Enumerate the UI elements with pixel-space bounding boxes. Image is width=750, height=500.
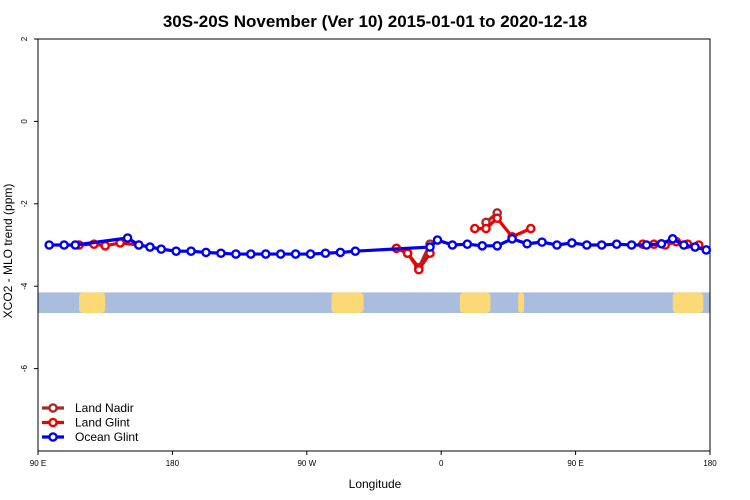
data-point [596, 240, 607, 250]
data-point [59, 240, 69, 250]
legend-item: Ocean Glint [42, 430, 139, 444]
data-point [552, 240, 562, 250]
data-point [156, 244, 166, 254]
land-ocean-band [38, 292, 710, 313]
data-point [492, 213, 503, 224]
legend-marker [48, 403, 58, 413]
data-point [402, 248, 413, 259]
data-point [492, 241, 503, 251]
data-point [690, 242, 700, 252]
land-region [518, 292, 525, 313]
data-point [350, 246, 361, 256]
data-point [216, 248, 226, 259]
data-point [477, 241, 488, 251]
data-point [425, 242, 435, 252]
y-tick-label: -4 [20, 282, 29, 290]
y-tick-label: 2 [20, 36, 29, 41]
legend-item: Land Glint [42, 416, 130, 430]
data-point [70, 240, 81, 250]
y-tick-label: -6 [20, 364, 29, 372]
data-point [145, 242, 155, 252]
data-point [526, 223, 536, 234]
data-point [100, 241, 110, 251]
data-point [507, 234, 517, 244]
data-point [522, 238, 532, 249]
data-point [641, 240, 652, 250]
data-point [171, 246, 181, 256]
data-point [335, 247, 346, 258]
land-region [459, 292, 491, 313]
land-region [79, 292, 106, 313]
legend-label: Land Nadir [75, 401, 134, 415]
legend-item: Land Nadir [42, 401, 134, 415]
data-point [231, 249, 241, 259]
series-ocean-glint [44, 233, 712, 259]
data-point [567, 238, 577, 248]
x-axis-label: Longitude [349, 477, 402, 491]
x-tick-label: 0 [439, 459, 444, 468]
legend-marker [48, 417, 58, 428]
data-point [44, 240, 55, 250]
data-point [701, 245, 712, 255]
x-tick-label: 90 W [297, 459, 316, 468]
ocean-band [38, 292, 710, 313]
plot-frame [37, 38, 711, 452]
y-tick-label: 0 [20, 119, 29, 124]
x-tick-label: 180 [166, 459, 180, 468]
data-point [611, 239, 622, 249]
data-point [290, 249, 301, 259]
land-region [672, 292, 704, 313]
land-region [331, 292, 364, 313]
x-tick-label: 180 [703, 459, 717, 468]
data-point [320, 248, 331, 259]
series-line [395, 246, 432, 272]
data-point [582, 240, 592, 250]
series-group [44, 208, 712, 275]
y-tick-label: -2 [20, 200, 29, 208]
data-point [626, 240, 637, 250]
data-point [413, 264, 424, 275]
data-point [245, 249, 256, 259]
data-point [462, 239, 473, 249]
data-point [679, 240, 689, 250]
x-tick-label: 90 E [30, 459, 46, 468]
axes: 90 E 180 90 W 0 90 E 180 2 0 -2 -4 -6 [20, 36, 717, 468]
data-point [122, 233, 133, 243]
y-axis-label: XCO2 - MLO trend (ppm) [1, 184, 15, 319]
data-point [260, 249, 271, 259]
data-point [186, 246, 196, 256]
x-tick-label: 90 E [567, 459, 583, 468]
data-point [537, 237, 547, 247]
chart-title: 30S-20S November (Ver 10) 2015-01-01 to … [163, 12, 587, 31]
data-point [656, 238, 667, 249]
data-point [275, 249, 286, 259]
data-point [432, 235, 443, 245]
data-point [667, 234, 678, 244]
data-point [469, 223, 480, 234]
data-point [305, 249, 316, 259]
legend-label: Land Glint [75, 416, 130, 430]
data-point [447, 240, 458, 250]
data-point [481, 223, 491, 234]
legend-marker [48, 432, 58, 442]
data-point [133, 240, 144, 250]
legend-label: Ocean Glint [75, 430, 139, 444]
data-point [201, 247, 211, 258]
